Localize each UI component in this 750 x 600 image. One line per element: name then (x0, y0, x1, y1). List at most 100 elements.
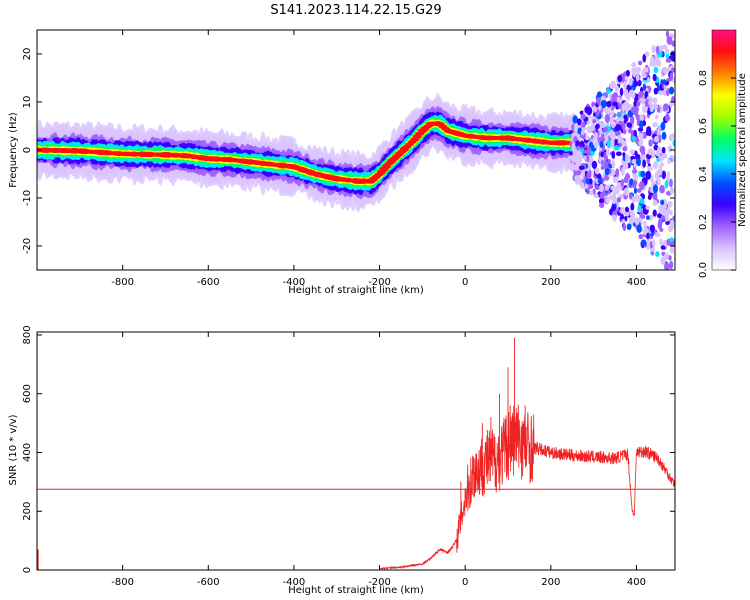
spectrogram-cell (635, 74, 640, 82)
spectrogram-cell (631, 159, 637, 164)
spectrogram-cell (669, 237, 674, 243)
spectrogram-cell (625, 173, 631, 180)
spectrogram-panel: -800 -600 -400 -200 0 200 400 -20 -10 0 10 20 Heigh… (8, 29, 676, 296)
spectrogram-cell (655, 251, 660, 257)
spectrogram-cell (587, 161, 592, 168)
spectrogram-cell (595, 184, 599, 190)
spectrogram-cell (669, 186, 674, 195)
snr-series-line (379, 404, 675, 570)
spectrogram-cell (634, 194, 639, 202)
spectrogram-cell (589, 178, 593, 185)
spectrogram-cell (668, 86, 675, 95)
y-tick-label: -20 (22, 238, 33, 254)
spectrogram-cell (652, 161, 659, 170)
spectrogram-cell (614, 144, 620, 151)
spectrogram-cell (622, 146, 628, 152)
spectrogram-cell (665, 48, 670, 55)
spectrogram-cell (578, 152, 583, 158)
spectrogram-cell (615, 168, 620, 178)
spectrogram-cell (658, 90, 664, 96)
spectrogram-cell (637, 204, 642, 212)
spectrogram-cell (630, 106, 637, 114)
spectrogram-cell (610, 171, 616, 176)
spectrogram-cell (631, 62, 637, 68)
spectrogram-cell (634, 216, 640, 226)
spectrogram-marks (37, 30, 675, 270)
spectrogram-cell (574, 176, 581, 185)
spectrogram-cell (600, 165, 605, 170)
spectrogram-cell (671, 40, 675, 47)
spectrogram-cell (623, 88, 629, 98)
spectrogram-cell (574, 163, 580, 172)
spectrogram-cell (628, 89, 634, 97)
spectrogram-cell (636, 68, 641, 73)
spectrogram-cell (589, 190, 594, 196)
colorbar-tick-label: 0.6 (698, 118, 709, 134)
spectrogram-cell (594, 167, 600, 175)
spectrogram-axes: -800 -600 -400 -200 0 200 400 -20 -10 0 10 20 (22, 30, 675, 288)
spectrogram-cell (623, 161, 629, 170)
spectrogram-cell (586, 171, 592, 179)
spectrogram-cell (610, 132, 616, 141)
spectrogram-cell (670, 67, 675, 73)
spectrogram-cell (603, 107, 610, 113)
spectrogram-cell (578, 165, 585, 171)
spectrogram-cell (599, 183, 604, 193)
spectrogram-cell (658, 45, 664, 52)
spectrogram-cell (667, 145, 673, 153)
spectrogram-cell (622, 152, 626, 158)
spectrogram-cell (630, 213, 636, 219)
spectrogram-cell (652, 73, 657, 82)
spectrogram-cell (655, 45, 660, 55)
spectrogram-cell (665, 30, 670, 38)
y-tick-label: 400 (22, 443, 33, 462)
x-tick-label: -600 (197, 277, 220, 288)
colorbar-tick-label: 0.2 (698, 214, 709, 230)
spectrogram-cell (661, 131, 667, 140)
spectrogram-cell (619, 208, 625, 213)
spectrogram-cell (652, 184, 659, 194)
spectrogram-cell (612, 101, 618, 107)
spectrogram-cell (611, 159, 616, 169)
spectrogram-cell (661, 207, 667, 216)
spectrogram-cell (626, 223, 632, 231)
snr-xlabel: Height of straight line (km) (288, 585, 424, 596)
spectrogram-cell (626, 122, 633, 128)
spectrogram-cell (631, 196, 636, 204)
spectrogram-cell (584, 106, 590, 114)
spectrogram-cell (610, 185, 615, 191)
spectrogram-cell (659, 185, 665, 194)
spectrogram-cell (596, 96, 601, 106)
spectrogram-cell (671, 221, 675, 229)
spectrogram-cell (664, 84, 668, 91)
colorbar-gradient (711, 29, 737, 271)
spectrogram-cell (660, 121, 666, 131)
spectrogram-cell (606, 139, 611, 149)
spectrogram-cell (641, 154, 646, 160)
spectrogram-cell (651, 247, 656, 252)
spectrogram-cell (639, 181, 645, 191)
spectrogram-cell (662, 66, 669, 75)
spectrogram-cell (660, 199, 665, 206)
spectrogram-cell (623, 101, 629, 109)
spectrogram-cell (647, 147, 654, 156)
spectrogram-cell (645, 205, 651, 210)
spectrogram-cell (664, 262, 670, 270)
spectrogram-cell (625, 69, 631, 77)
spectrogram-cell (639, 113, 644, 122)
spectrogram-cell (616, 197, 622, 203)
spectrogram-cell (585, 177, 591, 185)
spectrogram-cell (609, 82, 615, 90)
spectrogram-cell (611, 204, 616, 211)
spectrogram-cell (667, 200, 673, 208)
spectrogram-cell (633, 174, 639, 181)
y-tick-label: 800 (22, 325, 33, 344)
spectrogram-cell (669, 260, 674, 270)
spectrogram-cell (600, 151, 605, 158)
colorbar-tick-label: 0.0 (698, 262, 709, 278)
spectrogram-cell (623, 114, 628, 121)
spectrogram-cell (669, 209, 673, 216)
spectrogram-cell (617, 112, 621, 117)
figure-title: S141.2023.114.22.15.G29 (270, 3, 441, 18)
spectrogram-cell (638, 132, 644, 139)
